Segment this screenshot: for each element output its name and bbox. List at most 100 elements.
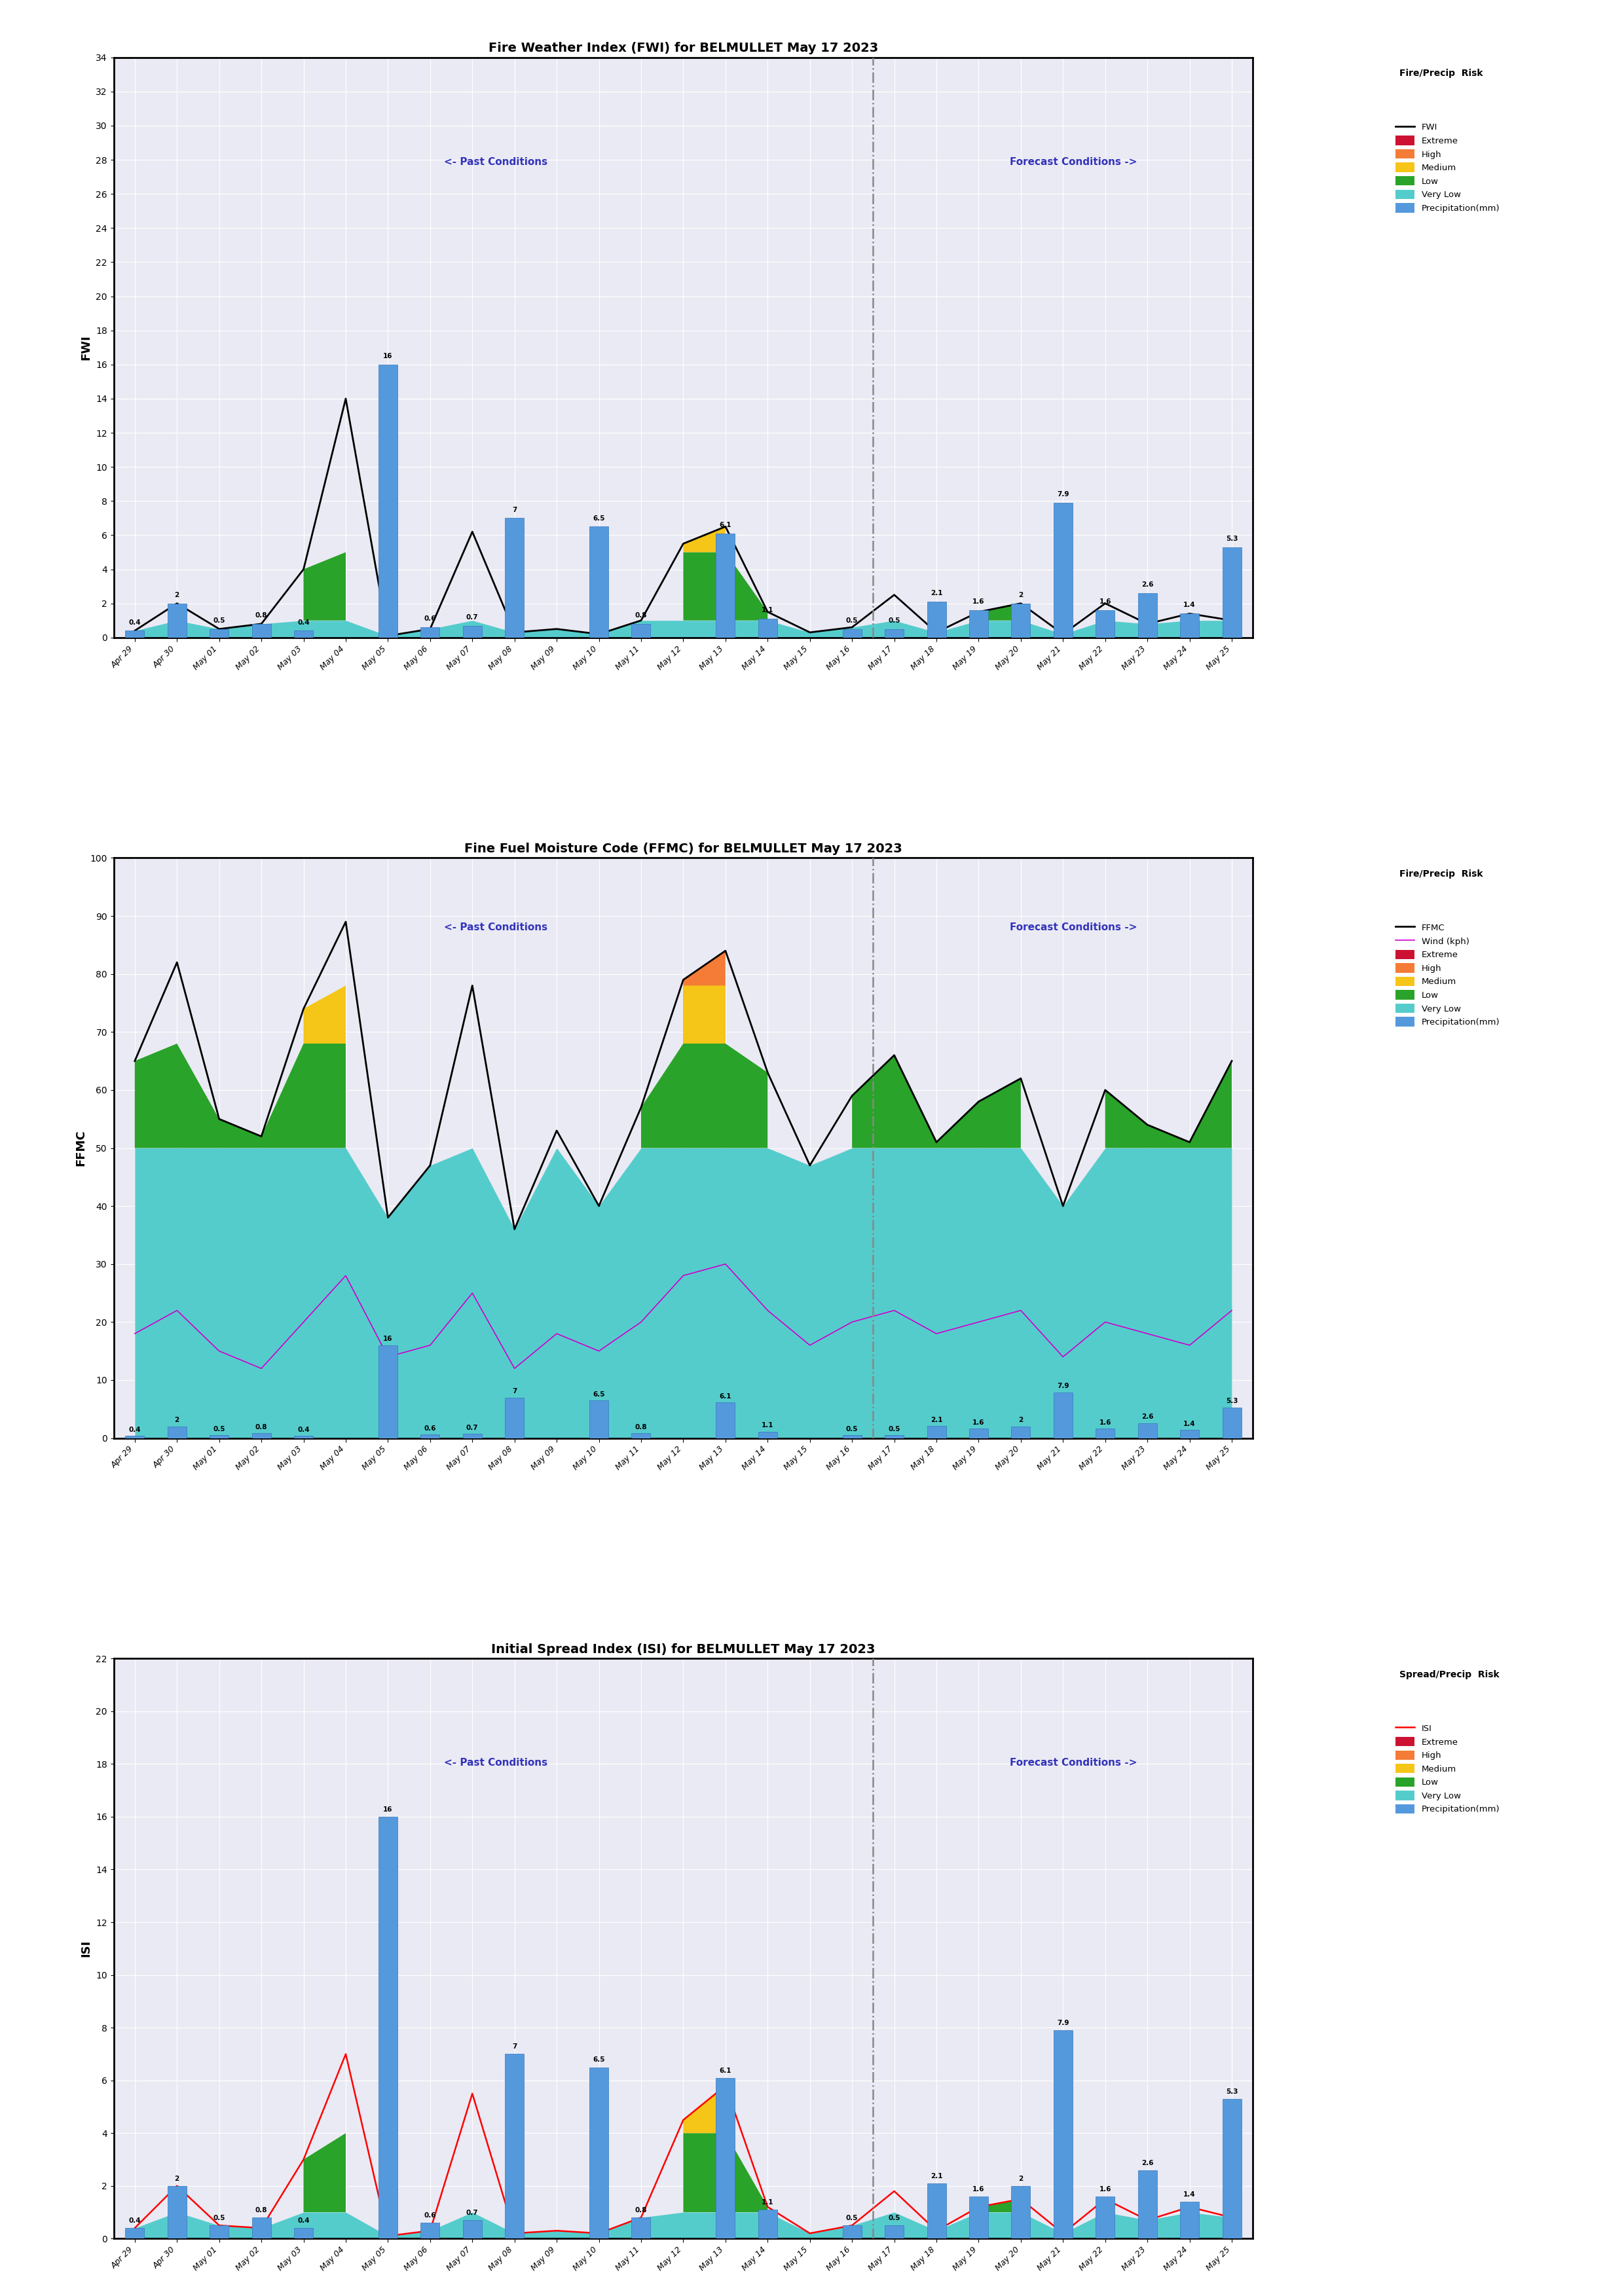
Bar (463, 1435, 482, 1437)
Legend: FWI, Extreme, High, Medium, Low, Very Low, Precipitation(mm): FWI, Extreme, High, Medium, Low, Very Lo… (1393, 119, 1502, 216)
Bar (463, 625, 482, 638)
Text: 0.5: 0.5 (846, 2216, 857, 2223)
Bar (1223, 1407, 1241, 1437)
Bar (1181, 1430, 1199, 1437)
Text: 1.4: 1.4 (1184, 1421, 1195, 1428)
Bar (1096, 2197, 1114, 2239)
Legend: FFMC, Wind (kph), Extreme, High, Medium, Low, Very Low, Precipitation(mm): FFMC, Wind (kph), Extreme, High, Medium,… (1393, 921, 1502, 1029)
Bar (716, 1403, 736, 1437)
Text: 2.6: 2.6 (1142, 581, 1153, 588)
Bar (758, 1433, 778, 1437)
Bar (590, 2066, 609, 2239)
Bar (1054, 2030, 1072, 2239)
Y-axis label: ISI: ISI (80, 1940, 93, 1956)
Text: 7: 7 (512, 507, 516, 512)
Bar (970, 2197, 987, 2239)
Bar (125, 2227, 145, 2239)
Text: 0.7: 0.7 (466, 1424, 479, 1430)
Title: Fine Fuel Moisture Code (FFMC) for BELMULLET May 17 2023: Fine Fuel Moisture Code (FFMC) for BELMU… (464, 843, 903, 854)
Bar (421, 627, 440, 638)
Text: <- Past Conditions: <- Past Conditions (443, 923, 547, 932)
Text: 6.5: 6.5 (593, 514, 606, 521)
Text: 1.6: 1.6 (973, 1419, 984, 1426)
Bar (1012, 604, 1030, 638)
Bar (167, 604, 187, 638)
Bar (1138, 592, 1156, 638)
Bar (970, 1428, 987, 1437)
Bar (1054, 503, 1072, 638)
Text: 5.3: 5.3 (1226, 2089, 1237, 2094)
Bar (378, 365, 398, 638)
Text: 1.1: 1.1 (762, 1421, 773, 1428)
Text: 2.1: 2.1 (931, 590, 942, 597)
Text: 0.4: 0.4 (297, 620, 310, 625)
Bar (843, 2225, 861, 2239)
Text: 16: 16 (383, 1336, 393, 1343)
Text: 2: 2 (175, 1417, 179, 1424)
Bar (378, 1816, 398, 2239)
Title: Fire Weather Index (FWI) for BELMULLET May 17 2023: Fire Weather Index (FWI) for BELMULLET M… (489, 41, 879, 55)
Bar (252, 1433, 271, 1437)
Bar (843, 629, 861, 638)
Bar (885, 629, 903, 638)
Text: Forecast Conditions ->: Forecast Conditions -> (1010, 156, 1137, 168)
Text: 0.5: 0.5 (846, 1426, 857, 1433)
Bar (505, 2055, 525, 2239)
Bar (590, 526, 609, 638)
Bar (590, 1401, 609, 1437)
Text: 0.6: 0.6 (424, 2213, 437, 2218)
Bar (505, 1398, 525, 1437)
Bar (167, 2186, 187, 2239)
Bar (125, 631, 145, 638)
Bar (252, 2218, 271, 2239)
Bar (927, 602, 945, 638)
Text: 2.6: 2.6 (1142, 1414, 1153, 1419)
Text: 1.6: 1.6 (1099, 2186, 1111, 2193)
Bar (209, 1435, 229, 1437)
Text: 2: 2 (175, 2174, 179, 2181)
Bar (378, 1345, 398, 1437)
Text: 7: 7 (512, 2043, 516, 2050)
Bar (758, 618, 778, 638)
Text: 6.5: 6.5 (593, 2057, 606, 2064)
Bar (1012, 2186, 1030, 2239)
Text: 1.6: 1.6 (973, 2186, 984, 2193)
Bar (927, 1426, 945, 1437)
Bar (463, 2220, 482, 2239)
Bar (167, 1426, 187, 1437)
Text: 7.9: 7.9 (1057, 491, 1069, 498)
Text: 6.1: 6.1 (719, 2066, 731, 2073)
Text: 0.6: 0.6 (424, 1426, 437, 1433)
Text: 0.4: 0.4 (128, 1426, 141, 1433)
Text: 7.9: 7.9 (1057, 1382, 1069, 1389)
Bar (1138, 2170, 1156, 2239)
Bar (885, 1435, 903, 1437)
Text: 0.8: 0.8 (635, 613, 646, 618)
Text: 0.5: 0.5 (213, 618, 226, 625)
Y-axis label: FFMC: FFMC (75, 1130, 86, 1166)
Text: 2: 2 (1018, 2174, 1023, 2181)
Bar (843, 1435, 861, 1437)
Bar (1012, 1426, 1030, 1437)
Text: Spread/Precip  Risk: Spread/Precip Risk (1400, 1669, 1499, 1678)
Text: 0.8: 0.8 (635, 1424, 646, 1430)
Bar (632, 1433, 651, 1437)
Text: 6.1: 6.1 (719, 1394, 731, 1401)
Bar (1223, 2099, 1241, 2239)
Bar (1054, 1391, 1072, 1437)
Text: 0.4: 0.4 (297, 2218, 310, 2225)
Text: 6.5: 6.5 (593, 1391, 606, 1398)
Bar (885, 2225, 903, 2239)
Bar (1138, 1424, 1156, 1437)
Text: 16: 16 (383, 1807, 393, 1814)
Text: 0.8: 0.8 (635, 2206, 646, 2213)
Bar (421, 1435, 440, 1437)
Text: 5.3: 5.3 (1226, 1398, 1237, 1405)
Text: 16: 16 (383, 354, 393, 360)
Bar (927, 2183, 945, 2239)
Text: 1.1: 1.1 (762, 2200, 773, 2206)
Bar (632, 2218, 651, 2239)
Bar (294, 631, 313, 638)
Text: 0.6: 0.6 (424, 615, 437, 622)
Text: 1.6: 1.6 (973, 599, 984, 606)
